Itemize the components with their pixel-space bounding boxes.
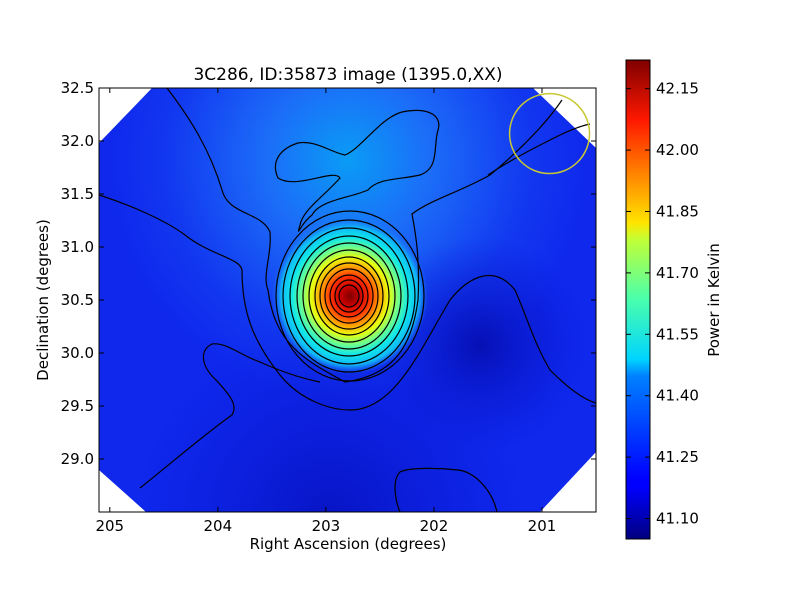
contour-outer bbox=[166, 88, 563, 383]
x-tick-label: 205 bbox=[95, 517, 124, 535]
chart-title: 3C286, ID:35873 image (1395.0,XX) bbox=[193, 65, 502, 85]
colorbar-tick-label: 41.70 bbox=[656, 264, 699, 282]
contour-lower bbox=[139, 343, 321, 489]
x-tick-label: 204 bbox=[204, 517, 233, 535]
contour-upper-island bbox=[274, 109, 440, 232]
colorbar-tick-label: 42.15 bbox=[656, 80, 699, 98]
heatmap-image bbox=[99, 88, 596, 512]
colorbar-tick-label: 41.25 bbox=[656, 448, 699, 466]
x-tick-label: 202 bbox=[420, 517, 449, 535]
y-tick-label: 31.0 bbox=[61, 238, 94, 256]
colorbar-ticks: 41.10 41.25 41.40 41.55 41.70 41.85 42.00 42.15 bbox=[626, 80, 699, 528]
x-tick-label: 203 bbox=[312, 517, 341, 535]
x-axis: 205 204 203 202 201 bbox=[95, 88, 556, 535]
y-tick-label: 29.5 bbox=[61, 397, 94, 415]
colorbar-label: Power in Kelvin bbox=[705, 243, 723, 357]
y-tick-label: 31.5 bbox=[61, 185, 94, 203]
x-tick-label: 201 bbox=[528, 517, 557, 535]
y-tick-label: 32.0 bbox=[61, 132, 94, 150]
contour-top-right bbox=[487, 123, 591, 176]
beam-circle bbox=[508, 92, 591, 175]
colorbar-tick-label: 41.85 bbox=[656, 202, 699, 220]
colorbar: 41.10 41.25 41.40 41.55 41.70 41.85 42.00 42.15… bbox=[625, 59, 723, 540]
x-axis-label: Right Ascension (degrees) bbox=[250, 535, 447, 553]
contour-bottom-right bbox=[394, 467, 498, 512]
colorbar-gradient bbox=[625, 59, 651, 540]
y-axis-label: Declination (degrees) bbox=[34, 219, 52, 381]
colorbar-tick-label: 42.00 bbox=[656, 141, 699, 159]
colorbar-tick-label: 41.10 bbox=[656, 510, 699, 528]
contour-left bbox=[99, 194, 596, 411]
y-tick-label: 30.0 bbox=[61, 344, 94, 362]
y-tick-label: 32.5 bbox=[61, 79, 94, 97]
contour-lines bbox=[99, 88, 596, 512]
colorbar-tick-label: 41.40 bbox=[656, 387, 699, 405]
colorbar-tick-label: 41.55 bbox=[656, 325, 699, 343]
y-axis: 32.5 32.0 31.5 31.0 30.5 30.0 29.5 29.0 bbox=[61, 79, 596, 468]
y-tick-label: 29.0 bbox=[61, 450, 94, 468]
y-tick-label: 30.5 bbox=[61, 291, 94, 309]
